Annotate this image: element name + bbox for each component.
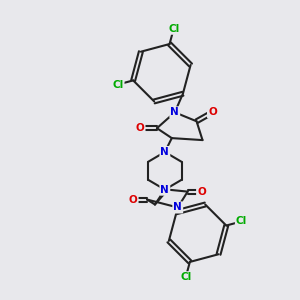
Text: Cl: Cl [236, 216, 247, 226]
Text: O: O [129, 194, 137, 205]
Text: N: N [160, 147, 169, 157]
Text: Cl: Cl [112, 80, 124, 89]
Text: O: O [136, 123, 145, 133]
Text: Cl: Cl [180, 272, 191, 282]
Text: N: N [173, 202, 182, 212]
Text: N: N [170, 107, 179, 117]
Text: N: N [160, 184, 169, 195]
Text: O: O [197, 187, 206, 196]
Text: O: O [208, 107, 217, 117]
Text: Cl: Cl [168, 24, 179, 34]
